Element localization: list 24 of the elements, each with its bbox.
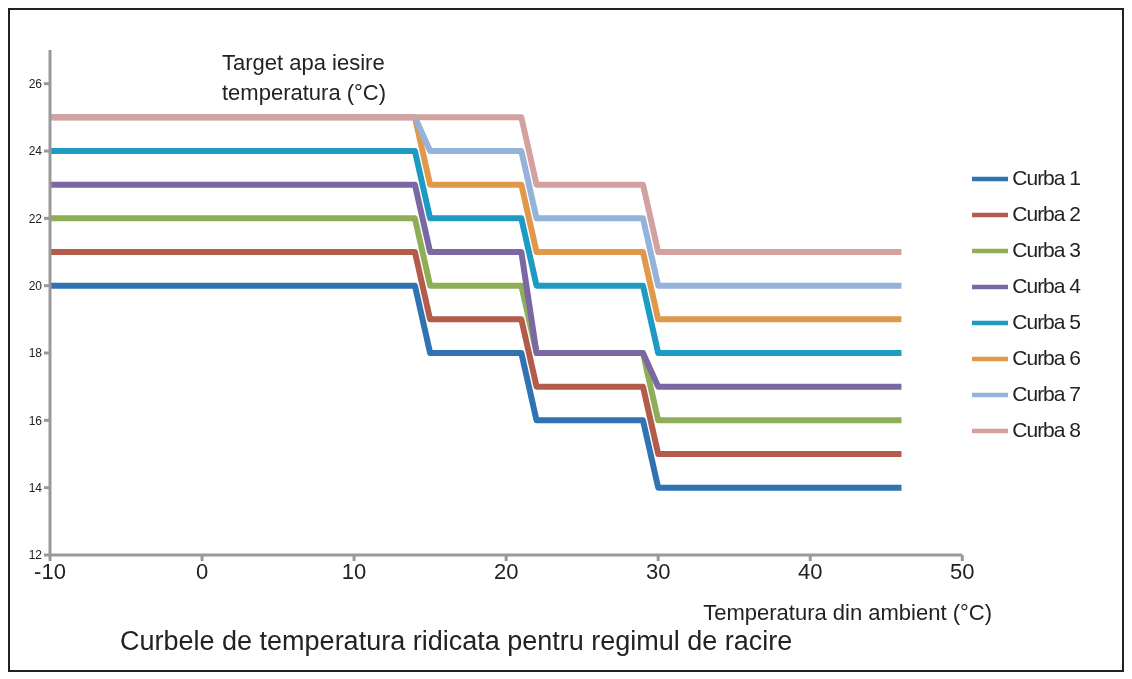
y-tick-label: 24 xyxy=(28,144,43,159)
x-tick-label: 0 xyxy=(195,558,209,584)
x-tick-label: 40 xyxy=(797,558,823,584)
y-axis-title: Target apa iesire temperatura (°C) xyxy=(222,49,388,107)
legend-label: Curba 8 xyxy=(1012,417,1080,441)
legend-label: Curba 1 xyxy=(1012,165,1080,189)
x-tick-label: 30 xyxy=(645,558,671,584)
y-tick-label: 20 xyxy=(28,278,43,293)
y-tick-label: 18 xyxy=(28,346,43,361)
legend-label: Curba 5 xyxy=(1012,309,1080,333)
legend-label: Curba 4 xyxy=(1012,273,1080,297)
legend-label: Curba 6 xyxy=(1012,345,1080,369)
x-tick-label: 20 xyxy=(493,558,519,584)
x-axis-title: Temperatura din ambient (°C) xyxy=(702,600,993,626)
legend-label: Curba 3 xyxy=(1012,237,1080,261)
legend-label: Curba 2 xyxy=(1012,201,1080,225)
x-tick-label: 50 xyxy=(950,558,975,584)
y-tick-label: 26 xyxy=(28,76,43,91)
y-tick-label: 16 xyxy=(28,413,43,428)
text: Curbele de temperatura ridicata pentru regimul de racire xyxy=(119,626,794,657)
y-tick-label: 22 xyxy=(28,211,43,226)
y-tick-label: 14 xyxy=(28,480,43,495)
legend-label: Curba 7 xyxy=(1012,381,1080,405)
x-tick-label: 10 xyxy=(341,558,367,584)
